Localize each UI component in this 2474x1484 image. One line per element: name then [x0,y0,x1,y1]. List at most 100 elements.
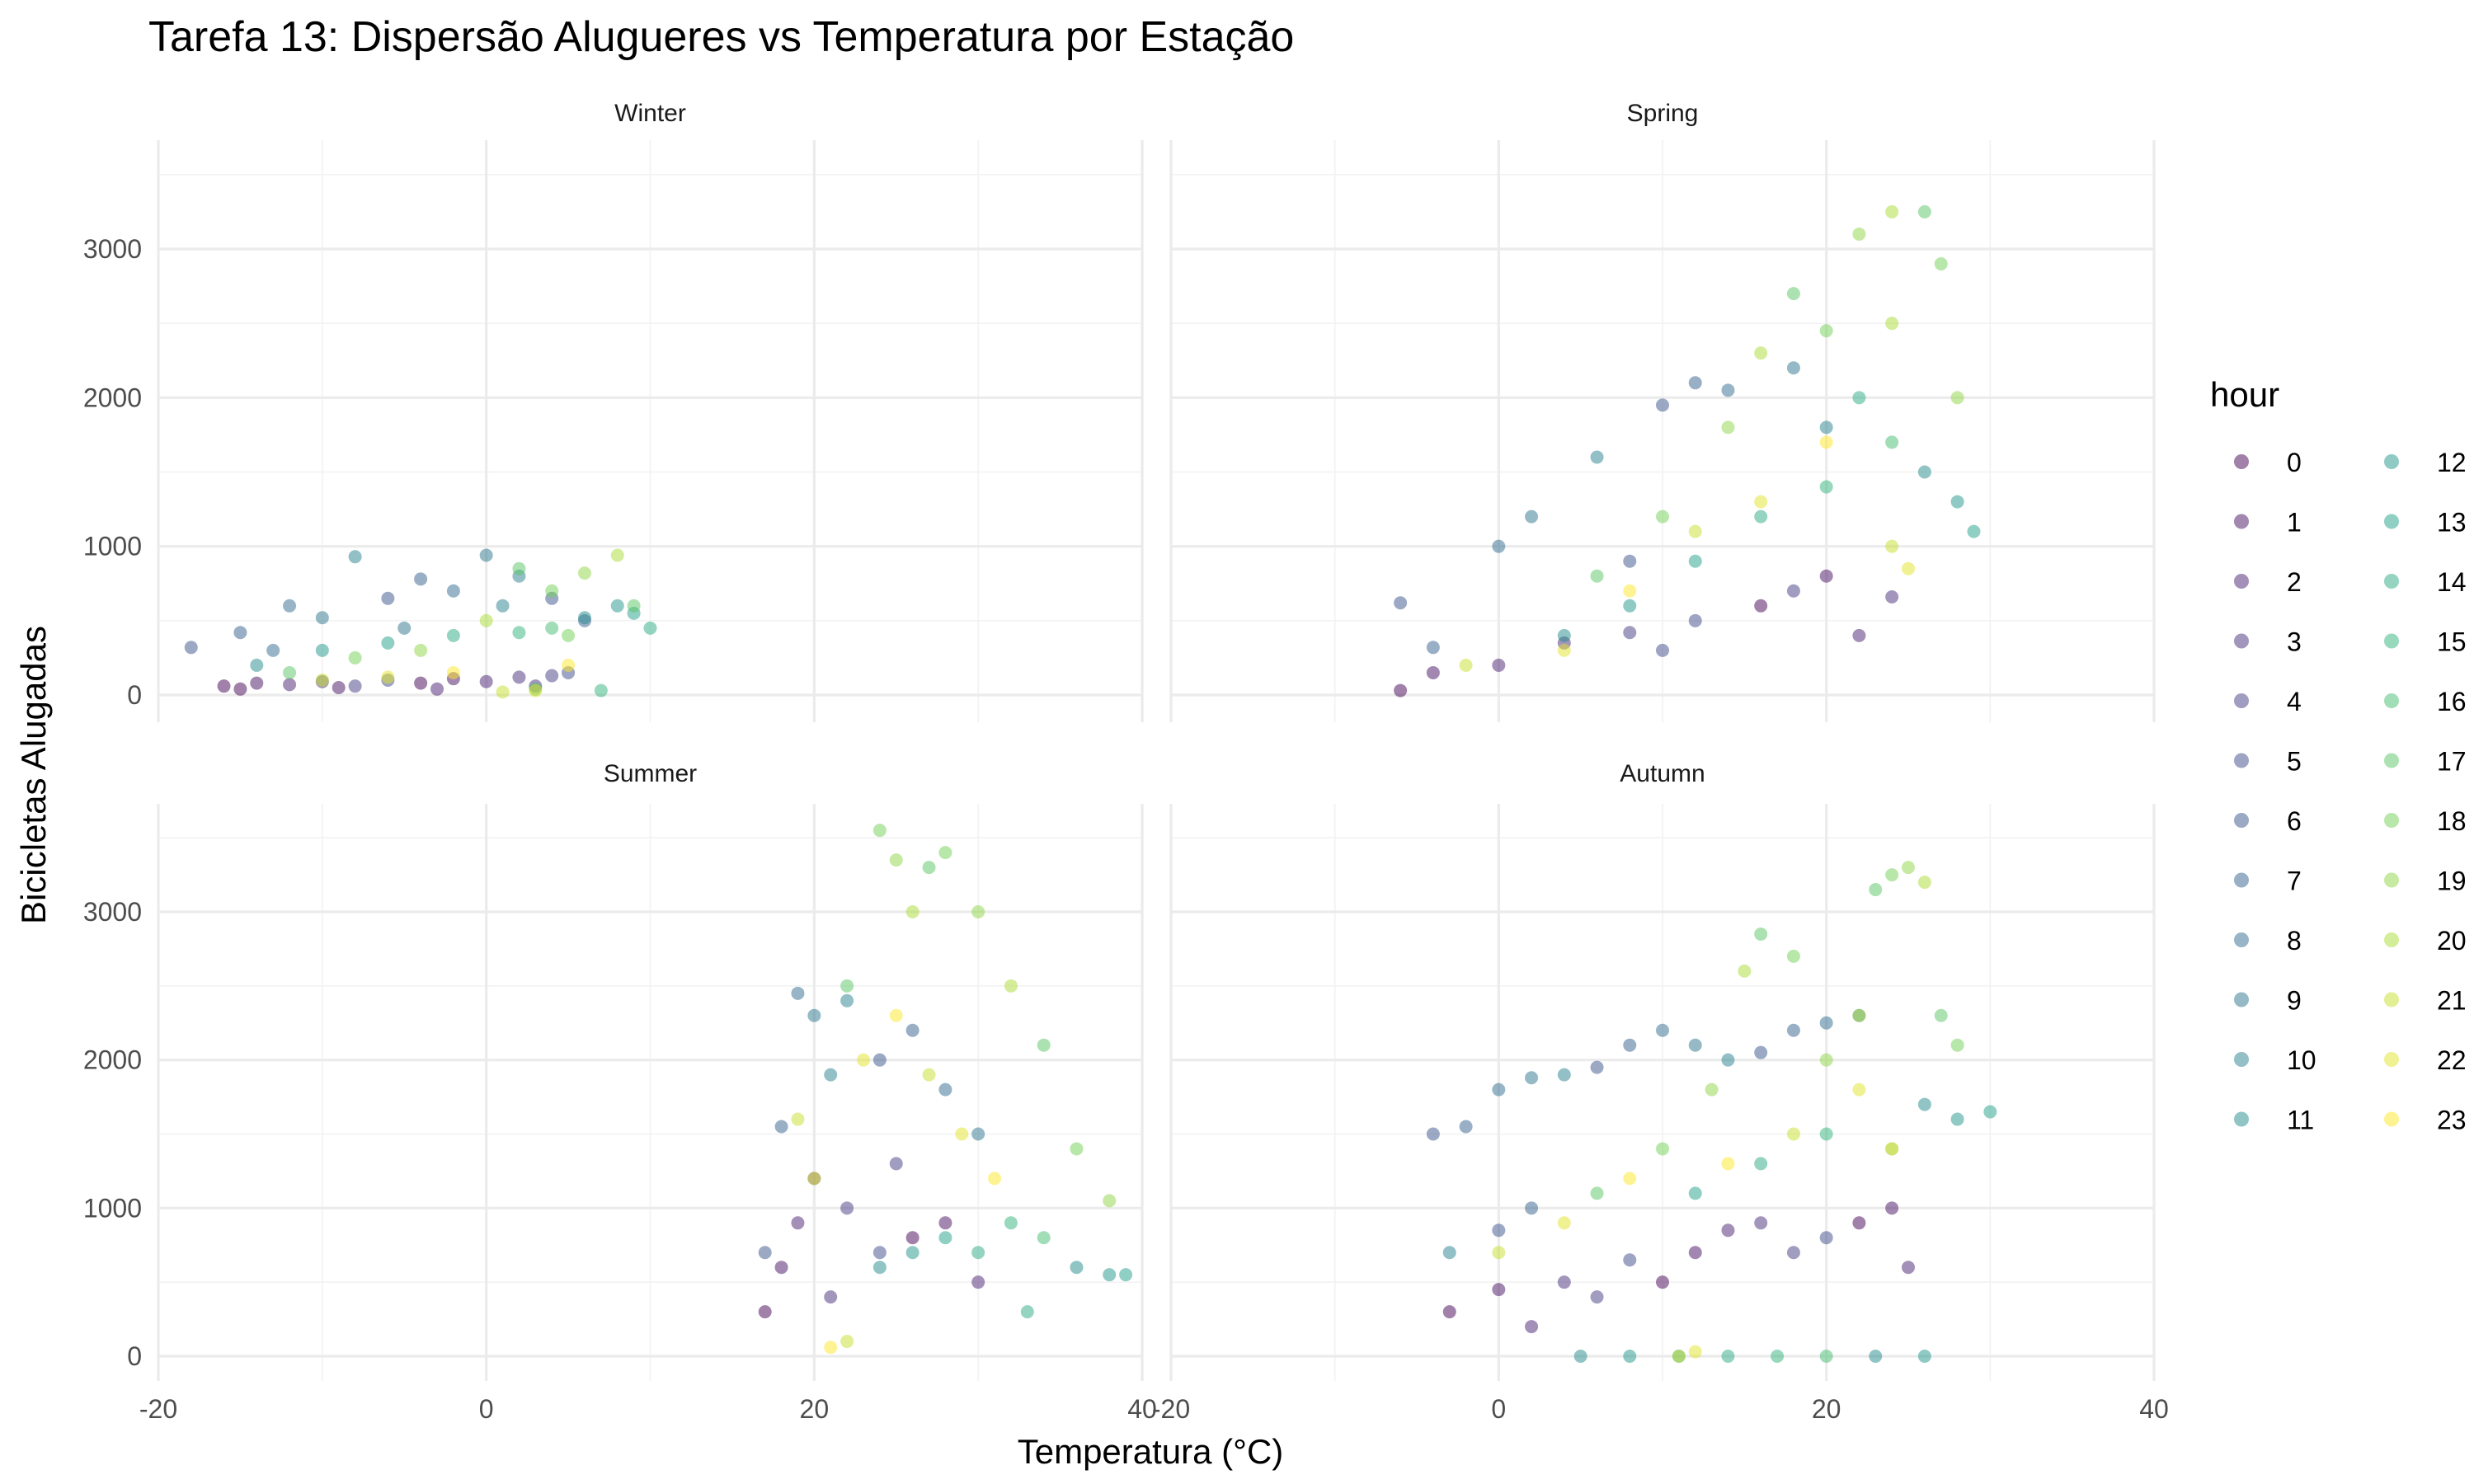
legend-label: 21 [2437,986,2467,1016]
legend-label: 6 [2287,806,2302,836]
scatter-point [1852,1008,1866,1022]
facet-label: Summer [604,760,697,787]
y-tick-label: 1000 [83,1193,142,1223]
y-axis-title: Bicicletas Alugadas [14,626,53,924]
scatter-point [1754,1216,1768,1230]
scatter-point [1590,1290,1604,1304]
scatter-point [1656,510,1669,524]
scatter-point [1885,1142,1899,1156]
scatter-point [283,678,297,692]
scatter-point [332,680,346,694]
scatter-point [479,548,493,562]
scatter-point [1525,1320,1539,1334]
scatter-point [1119,1268,1133,1282]
x-tick-label: -20 [139,1394,177,1424]
chart-title: Tarefa 13: Dispersão Alugueres vs Temper… [148,13,1294,61]
scatter-point [1819,435,1833,449]
legend-label: 19 [2437,866,2467,896]
legend-key [2384,1111,2399,1127]
scatter-point [1672,1350,1686,1363]
legend-label: 13 [2437,508,2467,538]
scatter-point [1492,658,1506,672]
scatter-point [758,1246,772,1260]
scatter-point [1950,391,1964,405]
scatter-point [1885,435,1899,449]
scatter-point [1688,613,1702,627]
scatter-point [791,1112,805,1126]
legend-label: 5 [2287,747,2302,777]
legend-title: hour [2210,375,2279,414]
scatter-point [529,683,543,697]
scatter-point [807,1008,821,1022]
scatter-point [1771,1350,1785,1363]
scatter-point [807,1172,821,1186]
scatter-point [938,846,952,860]
scatter-point [283,665,297,679]
scatter-point [446,584,460,598]
scatter-point [315,643,329,657]
legend-key [2234,454,2249,469]
scatter-point [971,1246,985,1260]
scatter-point [1070,1142,1084,1156]
scatter-point [381,591,395,605]
scatter-point [1786,949,1800,963]
scatter-point [1557,1275,1571,1289]
scatter-point [1721,1350,1735,1363]
scatter-point [250,658,264,672]
scatter-point [1917,1350,1931,1363]
scatter-point [430,682,444,696]
scatter-point [1525,510,1539,524]
legend-key [2384,454,2399,469]
scatter-point [414,676,428,690]
scatter-point [233,626,247,640]
legend-label: 23 [2437,1106,2467,1135]
scatter-point [1623,1253,1637,1267]
scatter-point [791,986,805,1000]
legend-label: 1 [2287,508,2302,538]
scatter-point [1688,376,1702,390]
scatter-point [1786,361,1800,375]
legend-key [2384,753,2399,768]
scatter-point [1902,1261,1915,1275]
scatter-point [414,643,428,657]
scatter-point [1688,1038,1702,1052]
scatter-point [1885,539,1899,553]
legend-label: 17 [2437,747,2467,777]
scatter-point [971,1127,985,1141]
y-tick-label: 2000 [83,383,142,412]
scatter-point [512,561,526,575]
scatter-point [938,1231,952,1245]
scatter-point [1004,1216,1018,1230]
scatter-point [889,1157,903,1171]
scatter-point [610,548,624,562]
scatter-point [1819,1231,1833,1245]
scatter-point [184,641,198,655]
scatter-point [1525,1071,1539,1085]
labels-layer: Winter0100020003000SpringSummer010002000… [83,100,2169,1424]
scatter-point [1721,420,1735,434]
scatter-point [988,1172,1002,1186]
scatter-point [1934,257,1948,271]
scatter-point [758,1305,772,1319]
scatter-point [1623,1038,1637,1052]
scatter-point [381,636,395,650]
scatter-point [479,674,493,688]
scatter-point [348,679,362,693]
scatter-point [1394,683,1408,697]
legend-key [2384,633,2399,649]
scatter-point [1852,628,1866,642]
scatter-point [1902,561,1915,575]
facet-label: Autumn [1620,760,1705,787]
scatter-point [479,613,493,627]
scatter-point [1721,1223,1735,1237]
scatter-point [1623,1350,1637,1363]
scatter-point [1885,317,1899,331]
scatter-point [627,599,641,613]
scatter-point [1885,868,1899,882]
legend-label: 7 [2287,866,2302,896]
legend-label: 9 [2287,986,2302,1016]
scatter-point [1934,1008,1948,1022]
scatter-point [1819,480,1833,494]
scatter-point [545,584,559,598]
